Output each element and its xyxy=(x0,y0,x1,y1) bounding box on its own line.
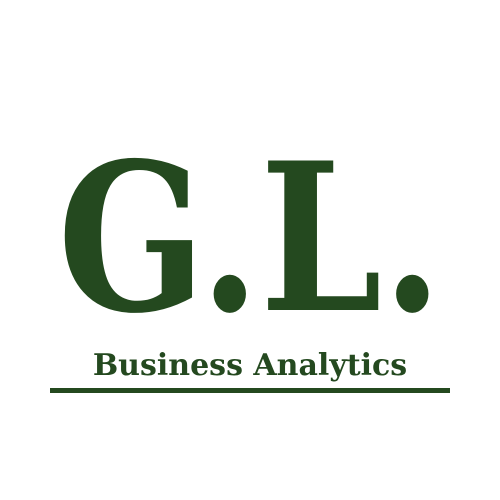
monogram-graphic: G.L. xyxy=(58,150,443,325)
monogram: G.L. xyxy=(0,150,500,325)
tagline-underline xyxy=(50,388,450,393)
tagline: Business Analytics xyxy=(92,348,408,383)
monogram-text: G.L. xyxy=(58,150,443,325)
